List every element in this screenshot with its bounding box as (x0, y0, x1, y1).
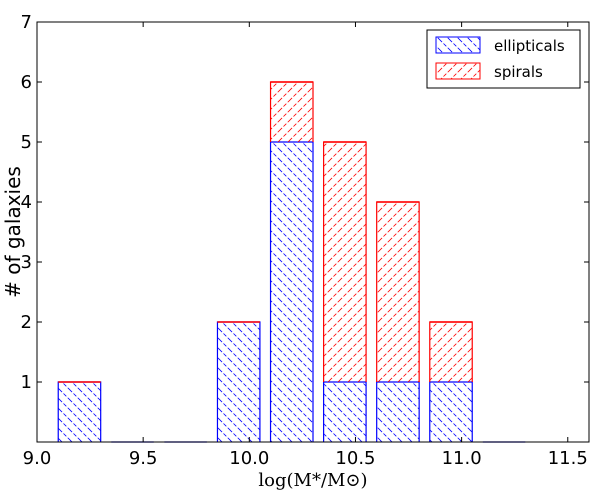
bars-group (57, 81, 526, 443)
x-tick-label-10.0: 10.0 (229, 448, 269, 469)
bar-ellipticals-0 (57, 381, 102, 442)
legend-label-ellipticals: ellipticals (494, 37, 565, 55)
bar-ellipticals-3 (216, 321, 261, 442)
bar-spirals-6 (376, 201, 420, 382)
y-tick-label-3: 3 (21, 252, 32, 273)
y-axis-label: # of galaxies (1, 166, 25, 298)
bar-spirals-4 (269, 81, 314, 142)
x-axis-label: log(M*/M⊙) (258, 470, 367, 491)
y-tick-label-5: 5 (21, 132, 32, 153)
x-tick-label-11.0: 11.0 (442, 448, 482, 469)
bar-ellipticals-5 (323, 381, 367, 442)
x-tick-label-9.0: 9.0 (23, 448, 52, 469)
y-tick-label-2: 2 (21, 312, 32, 333)
y-tick-label-6: 6 (21, 72, 32, 93)
bar-spirals-5 (323, 141, 367, 382)
legend-swatch-spirals (435, 62, 481, 80)
y-tick-label-4: 4 (21, 192, 32, 213)
bar-ellipticals-4 (269, 141, 314, 442)
x-tick-label-11.5: 11.5 (548, 448, 588, 469)
bar-ellipticals-7 (429, 381, 473, 442)
bar-spirals-7 (429, 321, 473, 382)
axis-ticks-group: 9.0 9.5 10.0 10.5 11.0 11.5 1 2 3 4 5 6 7 (21, 12, 589, 469)
legend: ellipticals spirals (426, 29, 581, 89)
x-tick-label-9.5: 9.5 (129, 448, 158, 469)
x-tick-label-10.5: 10.5 (335, 448, 375, 469)
bar-ellipticals-6 (376, 381, 420, 442)
y-tick-label-1: 1 (21, 372, 32, 393)
legend-label-spirals: spirals (494, 63, 543, 81)
plot-frame (36, 21, 590, 443)
y-tick-label-7: 7 (21, 12, 32, 33)
legend-swatch-ellipticals (435, 36, 481, 54)
